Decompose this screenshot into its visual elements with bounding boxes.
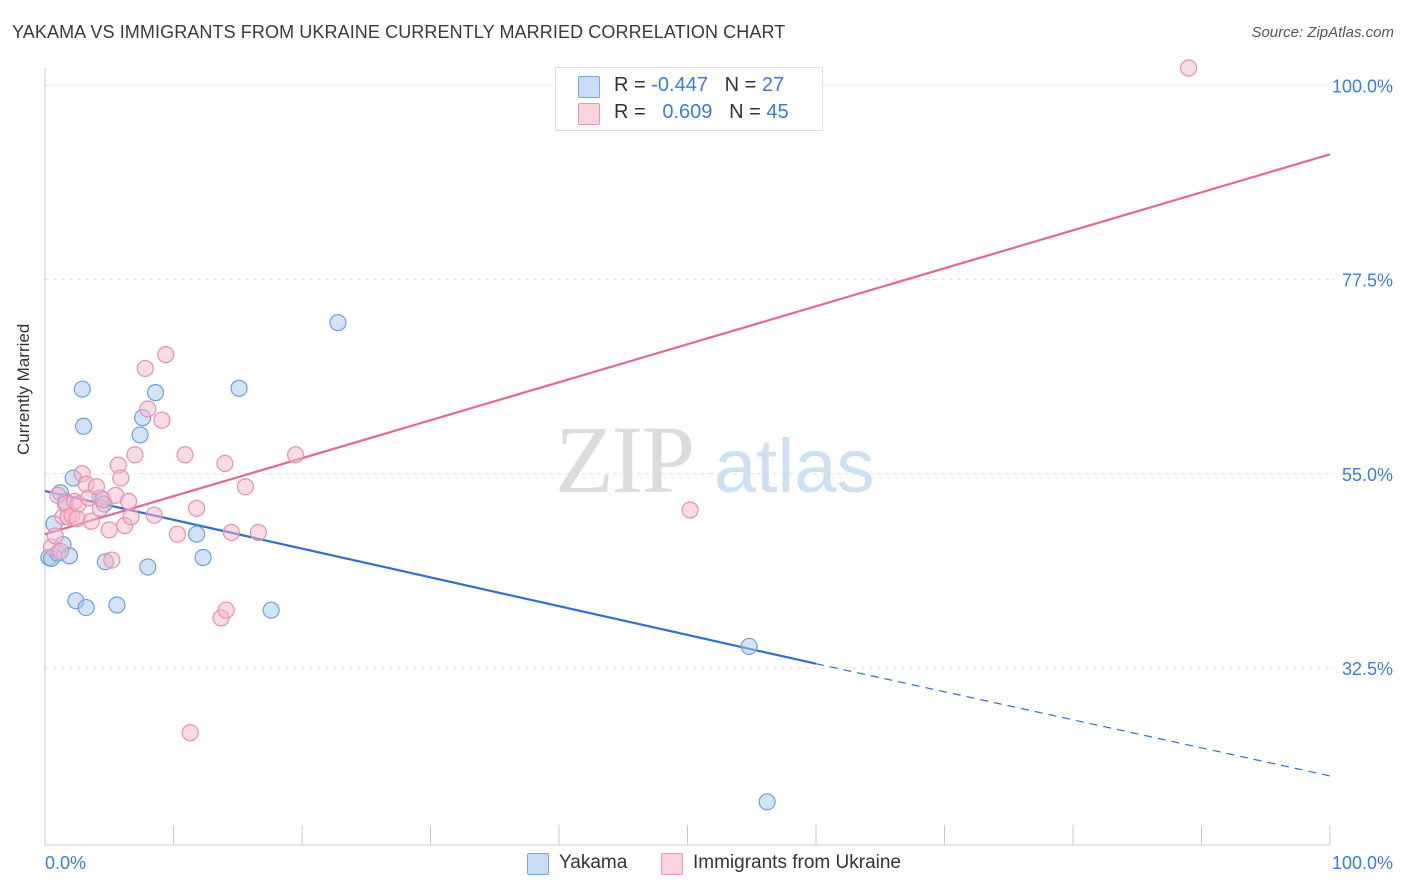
yakama-point [108, 596, 126, 614]
watermark: ZIP atlas [555, 406, 875, 513]
yakama-point [194, 548, 212, 567]
ukraine-point [82, 512, 100, 530]
yakama-point [188, 525, 206, 543]
data-points [40, 59, 1198, 811]
yakama-point [146, 384, 165, 402]
legend-text-ukraine: R = 0.609 N = 45 [614, 101, 789, 123]
ukraine-point [112, 469, 130, 487]
ukraine-point [181, 724, 199, 742]
y-tick-label: 77.5% [1342, 271, 1393, 291]
legend-swatch-yakama [578, 76, 600, 98]
yakama-point [230, 379, 248, 397]
axes [44, 68, 1331, 846]
ukraine-trend-line [44, 153, 1331, 536]
watermark-atlas: atlas [714, 424, 875, 509]
correlation-legend: R = -0.447 N = 27 R = 0.609 N = 45 [555, 67, 823, 131]
ukraine-point [46, 527, 64, 545]
ukraine-point [126, 446, 144, 464]
yakama-point [740, 637, 758, 656]
y-tick-label: 55.0% [1342, 465, 1393, 485]
y-tick-label: 100.0% [1332, 76, 1393, 96]
ukraine-point [1180, 59, 1198, 77]
y-axis-label: Currently Married [14, 323, 33, 455]
trend-lines [44, 153, 1331, 777]
ukraine-point [68, 510, 86, 528]
x-tick-label-max: 100.0% [1332, 853, 1393, 873]
yakama-point [262, 601, 280, 619]
ukraine-point [51, 542, 70, 561]
ukraine-point [249, 523, 267, 542]
yakama-point [131, 426, 149, 444]
ukraine-point [216, 454, 234, 473]
y-tick-label: 32.5% [1342, 659, 1393, 679]
chart-title: YAKAMA VS IMMIGRANTS FROM UKRAINE CURREN… [12, 22, 786, 42]
legend-swatch-ukraine [578, 103, 600, 125]
ukraine-point [176, 446, 194, 464]
yakama-point [758, 793, 776, 811]
ukraine-point [136, 359, 154, 378]
ukraine-point [222, 523, 240, 542]
ukraine-point [119, 492, 138, 510]
bottom-legend-label-yakama: Yakama [559, 852, 628, 873]
tick-labels: 32.5% 55.0% 77.5% 100.0% 0.0% 100.0% [45, 76, 1393, 873]
yakama-point [77, 598, 95, 617]
ukraine-point [100, 521, 118, 539]
source-label: Source: ZipAtlas.com [1251, 24, 1394, 41]
yakama-trend-line [44, 489, 817, 665]
yakama-point [139, 558, 157, 576]
ukraine-point [188, 499, 206, 517]
ukraine-point [139, 400, 157, 418]
ukraine-point [103, 551, 121, 569]
yakama-trend-extension [815, 663, 1331, 777]
ukraine-point [681, 501, 699, 519]
ukraine-point [145, 506, 163, 524]
grid-lines [45, 84, 1335, 669]
ukraine-point [122, 508, 140, 526]
yakama-point [329, 314, 347, 332]
yakama-point [73, 380, 91, 398]
x-tick-label-min: 0.0% [45, 853, 86, 873]
ukraine-point [286, 446, 305, 464]
bottom-legend-swatch-yakama [527, 853, 549, 875]
bottom-legend-swatch-ukraine [661, 853, 683, 875]
yakama-point [74, 417, 93, 435]
ukraine-point [236, 478, 255, 496]
bottom-legend-label-ukraine: Immigrants from Ukraine [693, 852, 901, 873]
legend-text-yakama: R = -0.447 N = 27 [614, 74, 785, 96]
ukraine-point [217, 601, 235, 619]
watermark-zip: ZIP [555, 406, 693, 513]
ukraine-point [153, 411, 171, 429]
ukraine-point [157, 346, 175, 364]
ukraine-point [168, 525, 186, 543]
